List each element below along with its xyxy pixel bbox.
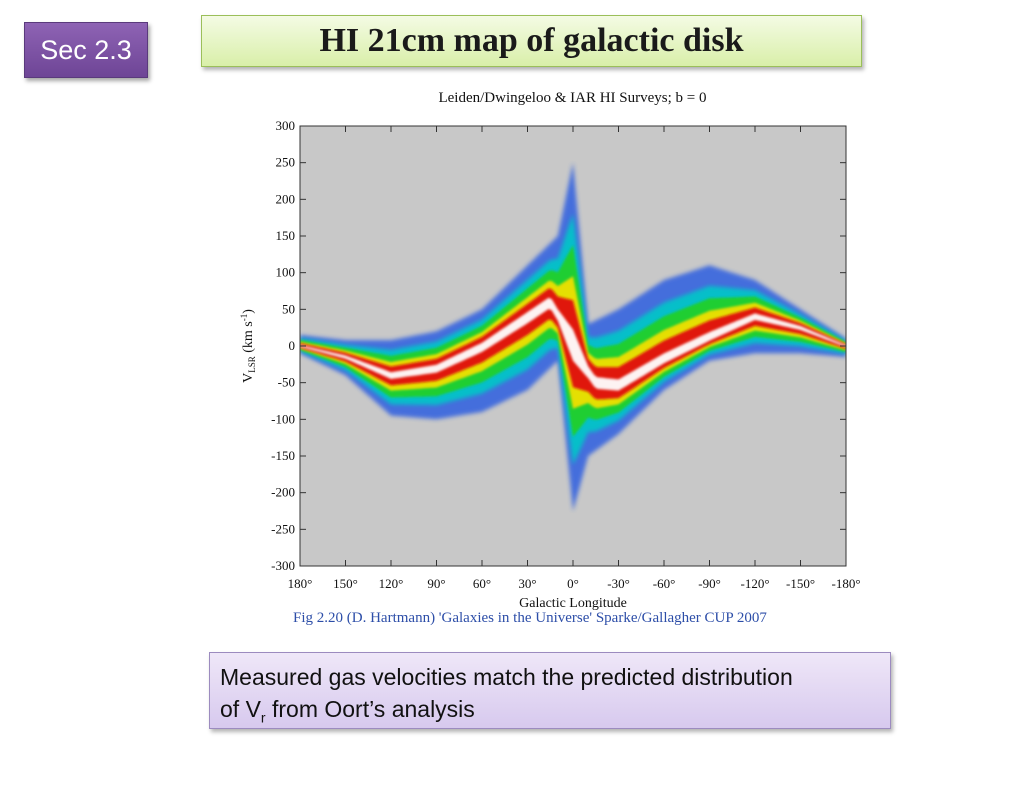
section-badge: Sec 2.3 (24, 22, 148, 78)
x-tick-label: 0° (567, 576, 579, 591)
note-line-1: Measured gas velocities match the predic… (220, 664, 793, 690)
y-tick-label: 50 (282, 301, 295, 316)
x-tick-label: -180° (831, 576, 860, 591)
y-tick-label: 200 (276, 191, 296, 206)
y-tick-label: -200 (271, 485, 295, 500)
x-tick-label: -60° (653, 576, 676, 591)
figure-caption: Fig 2.20 (D. Hartmann) 'Galaxies in the … (293, 610, 767, 626)
x-tick-label: -120° (740, 576, 769, 591)
x-tick-label: -90° (698, 576, 721, 591)
y-tick-label: -50 (278, 375, 295, 390)
x-tick-label: 150° (333, 576, 358, 591)
y-tick-label: -150 (271, 448, 295, 463)
x-tick-label: -30° (607, 576, 630, 591)
note-line-2: of Vr from Oort’s analysis (220, 696, 475, 726)
x-tick-label: 60° (473, 576, 491, 591)
emission-layer-peak (300, 297, 846, 391)
slide-title: HI 21cm map of galactic disk (201, 15, 862, 67)
chart-title: Leiden/Dwingeloo & IAR HI Surveys; b = 0 (438, 90, 707, 106)
y-tick-label: 0 (289, 338, 296, 353)
x-axis-label: Galactic Longitude (519, 596, 627, 611)
note-box: Measured gas velocities match the predic… (209, 652, 891, 729)
y-tick-label: 300 (276, 118, 296, 133)
x-tick-label: 30° (518, 576, 536, 591)
y-axis-label: VLSR (km s-1) (239, 309, 257, 383)
y-tick-label: 250 (276, 155, 296, 170)
x-tick-label: -150° (786, 576, 815, 591)
x-tick-label: 90° (427, 576, 445, 591)
x-tick-label: 120° (379, 576, 404, 591)
y-tick-label: -300 (271, 558, 295, 573)
y-tick-label: 150 (276, 228, 296, 243)
y-tick-label: -100 (271, 411, 295, 426)
y-tick-label: 100 (276, 265, 296, 280)
y-tick-label: -250 (271, 521, 295, 536)
x-tick-label: 180° (288, 576, 313, 591)
